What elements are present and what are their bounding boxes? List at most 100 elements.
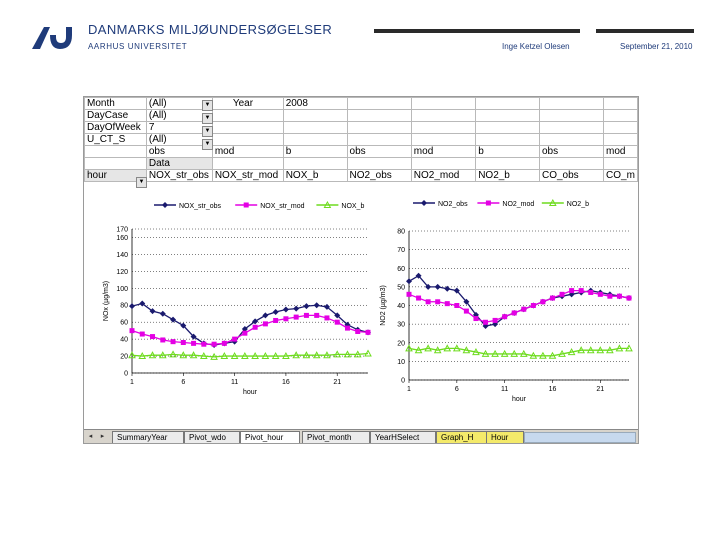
data-point: [272, 309, 279, 316]
data-field-button[interactable]: Data: [145, 157, 213, 170]
empty-cell: [475, 97, 540, 110]
legend-marker: [548, 198, 557, 206]
data-point: [443, 344, 452, 352]
data-point: [211, 341, 217, 347]
legend-label: NOX_b: [341, 203, 364, 210]
month-filter-dropdown-icon[interactable]: ▼: [202, 100, 213, 111]
x-tick-label: 16: [282, 379, 290, 386]
data-point: [452, 344, 461, 352]
y-tick-label: 0: [124, 371, 128, 378]
column-header: NOX_str_mod: [211, 169, 284, 182]
y-tick-label: 40: [397, 303, 405, 310]
filter-value-text: (All): [148, 134, 167, 145]
empty-cell: [603, 121, 638, 134]
group-header: b: [282, 145, 348, 158]
empty-cell: [211, 109, 284, 122]
data-point: [414, 346, 423, 354]
uct-filter-dropdown-icon[interactable]: ▼: [202, 139, 213, 150]
data-point: [323, 303, 330, 310]
year-value: 2008: [285, 98, 308, 109]
data-point: [180, 340, 186, 346]
data-point: [128, 351, 136, 359]
sheet-tab-pivot-hour[interactable]: Pivot_hour: [240, 431, 300, 443]
empty-cell: [211, 121, 284, 134]
data-point: [539, 351, 547, 359]
x-tick-label: 21: [333, 379, 341, 386]
data-point: [262, 312, 269, 319]
data-point: [210, 352, 218, 360]
column-header: CO_m: [603, 169, 638, 182]
empty-cell: [475, 133, 540, 146]
pivot-data-row: Data: [84, 157, 638, 170]
data-point: [424, 344, 432, 352]
sheet-tab-hour[interactable]: Hour: [486, 431, 524, 443]
data-point: [282, 306, 289, 313]
data-point: [364, 349, 372, 357]
legend-label: NO2_b: [567, 201, 589, 208]
data-point: [242, 330, 248, 336]
data-point: [241, 352, 249, 360]
data-point: [567, 348, 576, 356]
x-tick-label: 16: [549, 386, 557, 393]
data-point: [199, 352, 208, 360]
sheet-tab-pivot-month[interactable]: Pivot_month: [302, 431, 370, 443]
filter-value[interactable]: (All): [145, 97, 213, 110]
data-point: [283, 316, 289, 322]
group-header: mod: [603, 145, 638, 158]
data-point: [344, 321, 351, 328]
x-tick-label: 6: [181, 379, 185, 386]
empty-cell: [603, 109, 638, 122]
data-point: [323, 351, 331, 359]
filter-value-text: 7: [148, 122, 155, 133]
data-point: [425, 283, 432, 290]
sheet-tab-graph-h[interactable]: Graph_H: [436, 431, 488, 443]
data-point: [510, 349, 519, 357]
data-point: [481, 349, 490, 357]
data-point: [596, 346, 605, 354]
row-field-button[interactable]: hour: [84, 169, 147, 182]
sheet-tab-yearhselect[interactable]: YearHSelect: [370, 431, 436, 443]
header-divider-bar: [374, 29, 580, 33]
data-point: [170, 316, 177, 323]
horizontal-scrollbar[interactable]: [524, 432, 636, 443]
series-line: [131, 302, 369, 346]
data-point: [220, 352, 229, 360]
data-point: [607, 293, 613, 299]
tab-nav-next-icon[interactable]: ▸: [100, 433, 105, 440]
data-point: [159, 310, 166, 317]
data-point: [252, 318, 259, 325]
sheet-tab-summaryyear[interactable]: SummaryYear: [112, 431, 184, 443]
header-divider-bar: [596, 29, 694, 33]
data-point: [578, 288, 584, 294]
daycase-filter-dropdown-icon[interactable]: ▼: [202, 113, 213, 124]
nox-hourly-chart[interactable]: NOX_str_obs NOX_str_mod NOX_b 0 20 40 60 80 100 1…: [84, 197, 379, 397]
data-point: [355, 328, 361, 334]
y-tick-label: 20: [397, 340, 405, 347]
data-point: [158, 351, 167, 359]
y-tick-label: 60: [397, 266, 405, 273]
data-point: [160, 337, 166, 343]
data-point: [454, 303, 460, 308]
empty-cell: [538, 157, 605, 170]
data-point: [558, 349, 566, 357]
y-axis-title: NOx (µg/m3): [103, 281, 110, 321]
column-header: NO2_b: [475, 169, 540, 182]
dayofweek-filter-dropdown-icon[interactable]: ▼: [202, 126, 213, 137]
data-point: [472, 348, 480, 356]
legend-marker: [421, 200, 427, 206]
data-point: [231, 338, 238, 345]
x-tick-label: 11: [501, 386, 508, 393]
data-point: [540, 299, 546, 305]
column-header: NO2_obs: [346, 169, 412, 182]
pivot-group-row: obs mod b obs mod b obs mod: [84, 145, 638, 158]
tab-nav-prev-icon[interactable]: ◂: [88, 433, 93, 440]
sheet-tab-pivot-wdo[interactable]: Pivot_wdo: [184, 431, 240, 443]
hour-field-dropdown-icon[interactable]: ▼: [136, 177, 147, 188]
data-point: [191, 340, 197, 346]
data-point: [616, 293, 622, 299]
data-point: [282, 352, 290, 360]
spreadsheet-window: Month (All) Year 2008 DayCase (All) DayO…: [83, 96, 639, 444]
empty-cell: [475, 121, 540, 134]
data-point: [416, 295, 422, 301]
